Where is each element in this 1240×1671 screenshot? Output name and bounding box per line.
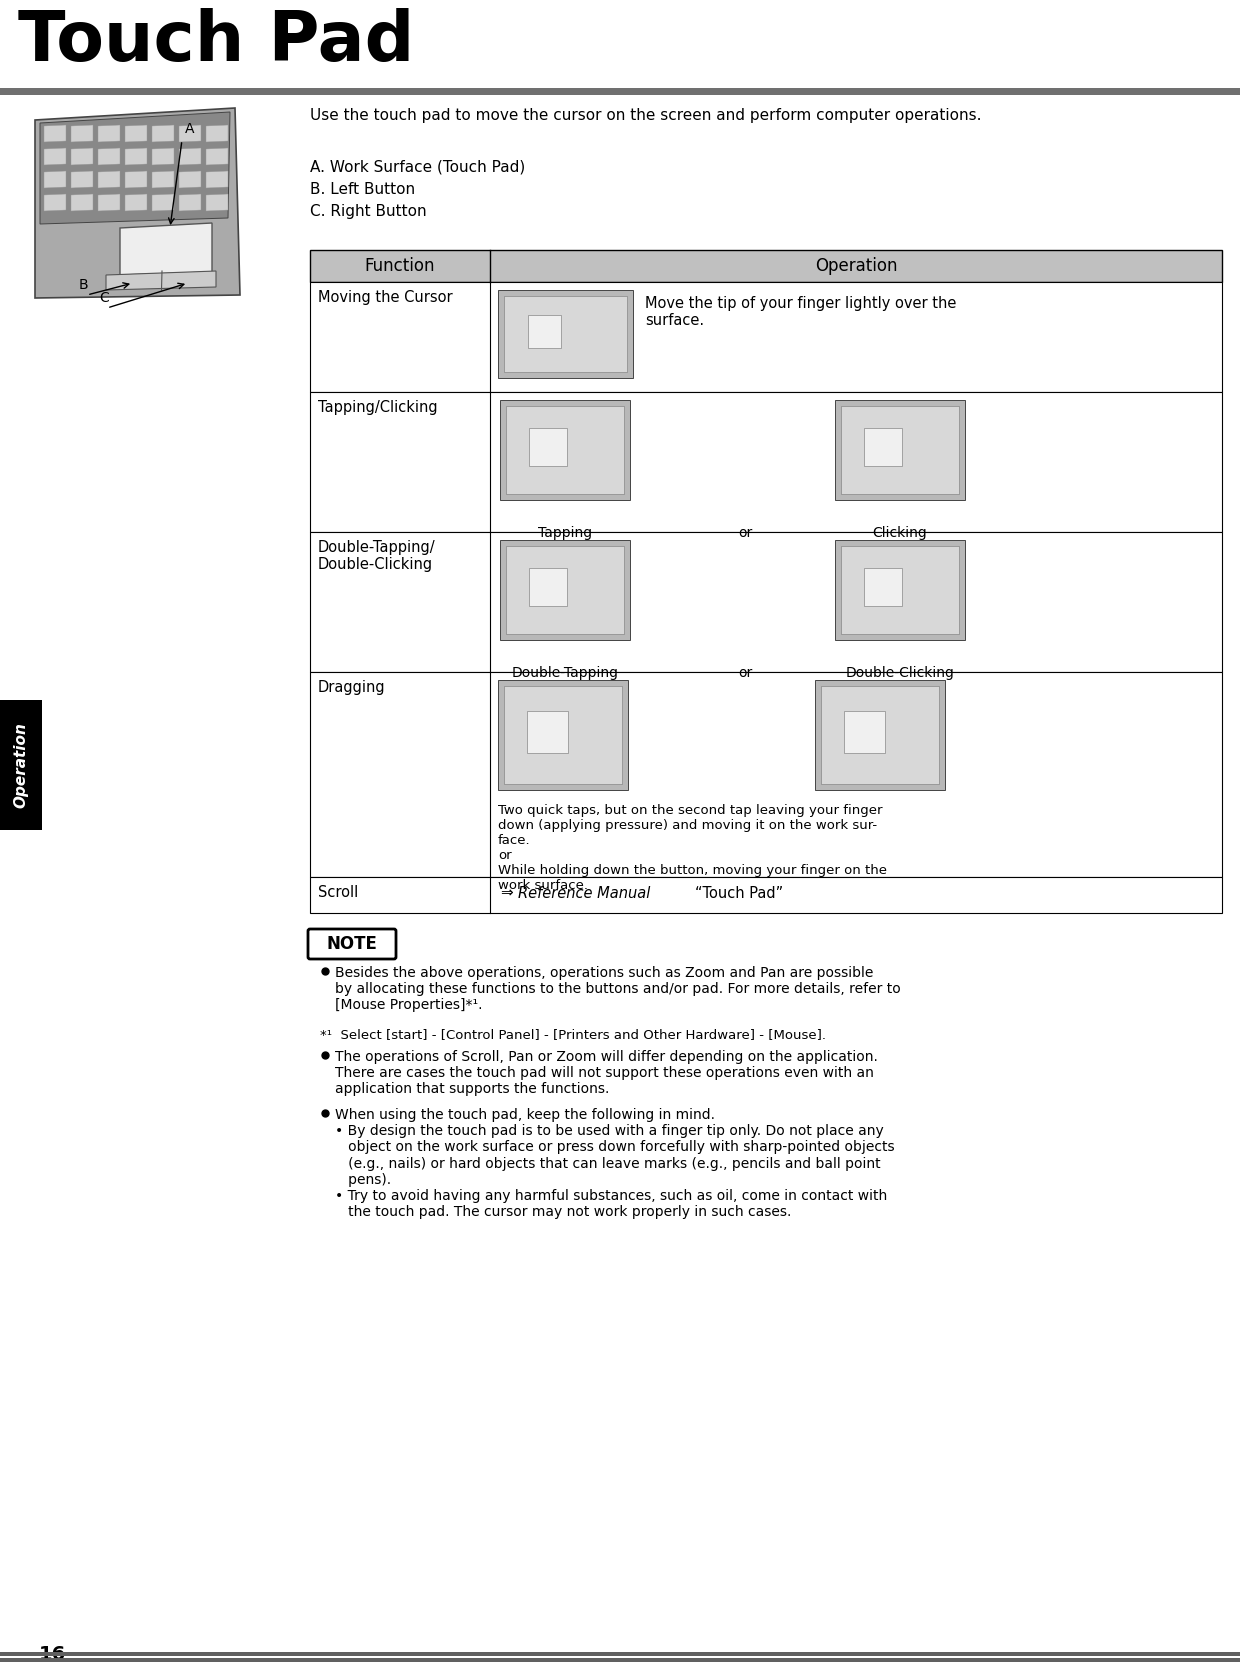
Polygon shape (43, 194, 66, 211)
Text: A. Work Surface (Touch Pad): A. Work Surface (Touch Pad) (310, 160, 526, 175)
Bar (0, 1658, 1240, 1663)
Bar (528, 568, 567, 607)
Bar (528, 428, 567, 466)
Text: Touch Pad: Touch Pad (19, 8, 414, 75)
Text: Scroll: Scroll (317, 886, 358, 901)
Bar (527, 710, 568, 752)
Bar (503, 687, 622, 784)
Polygon shape (153, 170, 174, 189)
Bar (498, 291, 632, 378)
Polygon shape (179, 194, 201, 211)
Bar (0, 700, 42, 830)
Bar (863, 568, 901, 607)
Text: Double-Tapping: Double-Tapping (511, 667, 619, 680)
Polygon shape (35, 109, 241, 297)
Text: Function: Function (365, 257, 435, 276)
Text: “Touch Pad”: “Touch Pad” (694, 886, 784, 901)
Polygon shape (98, 149, 120, 165)
Text: Use the touch pad to move the cursor on the screen and perform computer operatio: Use the touch pad to move the cursor on … (310, 109, 982, 124)
Text: Besides the above operations, operations such as Zoom and Pan are possible
by al: Besides the above operations, operations… (335, 966, 900, 1013)
Text: Reference Manual: Reference Manual (518, 886, 650, 901)
Bar (0, 89, 1240, 95)
Text: Tapping: Tapping (538, 526, 591, 540)
Text: or: or (738, 667, 753, 680)
Polygon shape (71, 125, 93, 142)
Text: C: C (99, 291, 109, 306)
Text: *¹  Select [start] - [Control Panel] - [Printers and Other Hardware] - [Mouse].: *¹ Select [start] - [Control Panel] - [P… (320, 1028, 826, 1041)
Text: or: or (738, 526, 753, 540)
Polygon shape (206, 170, 228, 189)
Bar (0, 1653, 1240, 1656)
Polygon shape (40, 112, 229, 224)
Text: C. Right Button: C. Right Button (310, 204, 427, 219)
Bar (310, 531, 1221, 672)
Bar (528, 314, 562, 348)
Text: Move the tip of your finger lightly over the
surface.: Move the tip of your finger lightly over… (645, 296, 956, 329)
Text: Moving the Cursor: Moving the Cursor (317, 291, 453, 306)
Polygon shape (206, 149, 228, 165)
Polygon shape (98, 194, 120, 211)
Polygon shape (71, 194, 93, 211)
Polygon shape (153, 125, 174, 142)
Polygon shape (98, 170, 120, 189)
Bar (498, 680, 627, 790)
Bar (841, 406, 959, 495)
Polygon shape (71, 170, 93, 189)
Polygon shape (179, 149, 201, 165)
Polygon shape (120, 222, 212, 276)
Bar (843, 710, 885, 752)
Text: 16: 16 (38, 1644, 66, 1664)
Text: Double-Tapping/
Double-Clicking: Double-Tapping/ Double-Clicking (317, 540, 435, 573)
Polygon shape (125, 149, 148, 165)
Bar (815, 680, 945, 790)
Polygon shape (43, 170, 66, 189)
Text: A: A (185, 122, 195, 135)
Polygon shape (179, 125, 201, 142)
Bar (310, 393, 1221, 531)
Text: Operation: Operation (815, 257, 898, 276)
Polygon shape (153, 149, 174, 165)
Text: The operations of Scroll, Pan or Zoom will differ depending on the application.
: The operations of Scroll, Pan or Zoom wi… (335, 1049, 878, 1096)
Text: Dragging: Dragging (317, 680, 386, 695)
Bar (500, 399, 630, 500)
Text: Clicking: Clicking (873, 526, 928, 540)
Polygon shape (206, 194, 228, 211)
Text: Tapping/Clicking: Tapping/Clicking (317, 399, 438, 414)
Polygon shape (125, 194, 148, 211)
Bar (506, 406, 624, 495)
Bar (835, 540, 965, 640)
Polygon shape (71, 149, 93, 165)
Bar (503, 296, 627, 373)
Polygon shape (206, 125, 228, 142)
Bar (841, 546, 959, 633)
Polygon shape (153, 194, 174, 211)
Bar (310, 672, 1221, 877)
Text: B: B (79, 277, 88, 292)
Text: Double-Clicking: Double-Clicking (846, 667, 955, 680)
Bar (863, 428, 901, 466)
Bar (821, 687, 939, 784)
Polygon shape (43, 149, 66, 165)
Bar (310, 282, 1221, 393)
FancyBboxPatch shape (308, 929, 396, 959)
Text: ⇒: ⇒ (500, 886, 513, 901)
Text: NOTE: NOTE (326, 936, 377, 952)
Bar (835, 399, 965, 500)
Polygon shape (125, 125, 148, 142)
Polygon shape (43, 125, 66, 142)
Text: Operation: Operation (14, 722, 29, 809)
Bar (310, 251, 1221, 282)
Bar (310, 877, 1221, 912)
Polygon shape (179, 170, 201, 189)
Polygon shape (125, 170, 148, 189)
Polygon shape (105, 271, 216, 291)
Bar (500, 540, 630, 640)
Bar (506, 546, 624, 633)
Polygon shape (98, 125, 120, 142)
Text: When using the touch pad, keep the following in mind.
• By design the touch pad : When using the touch pad, keep the follo… (335, 1108, 894, 1220)
Text: B. Left Button: B. Left Button (310, 182, 415, 197)
Text: Two quick taps, but on the second tap leaving your finger
down (applying pressur: Two quick taps, but on the second tap le… (498, 804, 887, 892)
